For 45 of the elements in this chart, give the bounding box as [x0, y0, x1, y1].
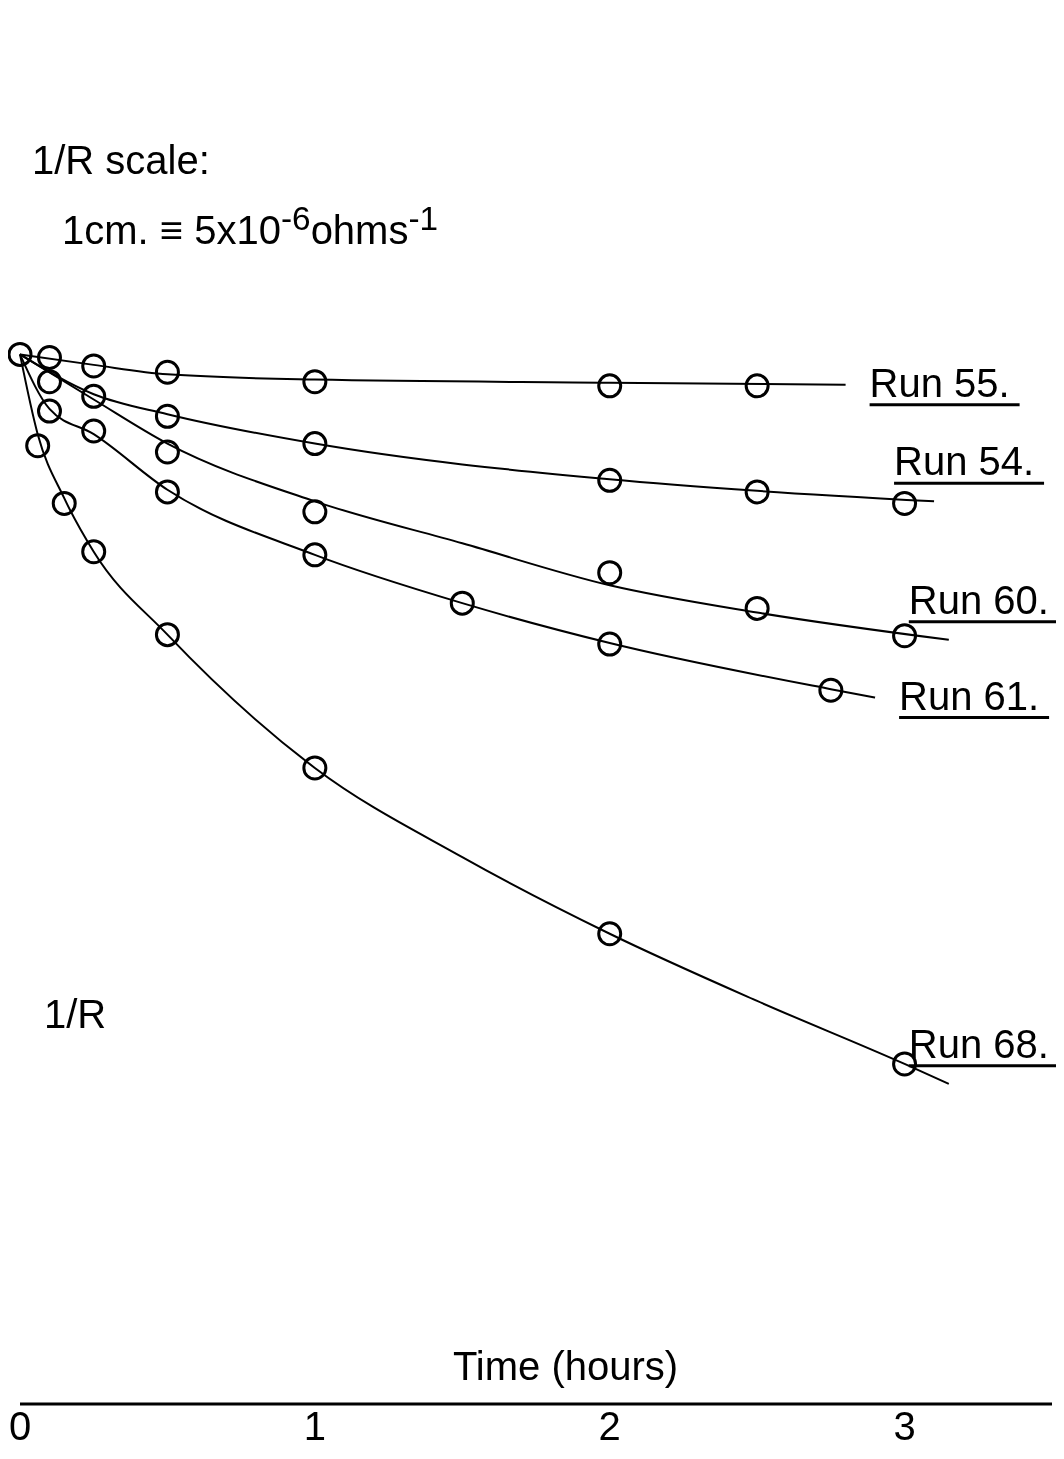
legend-label: Run 54.: [894, 439, 1035, 484]
point: [8, 341, 33, 367]
point: [302, 755, 328, 781]
point: [597, 921, 623, 947]
point: [154, 622, 180, 648]
point: [36, 345, 62, 371]
x-axis-title: Time (hours): [451, 1344, 680, 1389]
point: [154, 359, 180, 385]
point: [744, 373, 770, 399]
x-tick-label: 2: [598, 1404, 621, 1449]
point: [744, 479, 770, 505]
series-label: Run 61.: [899, 673, 1040, 718]
point: [81, 418, 107, 444]
point: [154, 439, 180, 465]
series-label: Run 55.: [869, 360, 1010, 405]
point: [818, 677, 844, 703]
point: [744, 595, 770, 621]
point: [302, 542, 328, 568]
x-tick-label: 1: [303, 1404, 326, 1449]
point: [154, 479, 180, 505]
point: [51, 490, 77, 516]
point: [302, 431, 328, 457]
x-tick-label: 0: [8, 1404, 32, 1449]
text: 1cm. ≡ 5x10$^{-6}$ohms$^{-1}$: [62, 200, 439, 254]
series-label: Run 68.: [908, 1021, 1049, 1066]
y-axis-title: 1/R: [44, 991, 107, 1037]
point: [597, 467, 623, 493]
point: [892, 490, 918, 516]
series-label: Run 60.: [908, 577, 1049, 622]
x-tick-label: 3: [893, 1404, 916, 1449]
point: [597, 631, 623, 657]
point: [36, 398, 62, 424]
point: [81, 539, 107, 565]
point: [302, 369, 328, 395]
point: [81, 353, 107, 379]
point: [597, 560, 623, 586]
point: [81, 383, 107, 409]
point: [892, 623, 918, 649]
text: 1/R scale:: [32, 138, 210, 183]
point: [25, 433, 51, 459]
point: [597, 373, 623, 399]
point: [449, 590, 475, 616]
point: [36, 369, 62, 395]
point: [302, 499, 328, 525]
point: [154, 403, 180, 429]
